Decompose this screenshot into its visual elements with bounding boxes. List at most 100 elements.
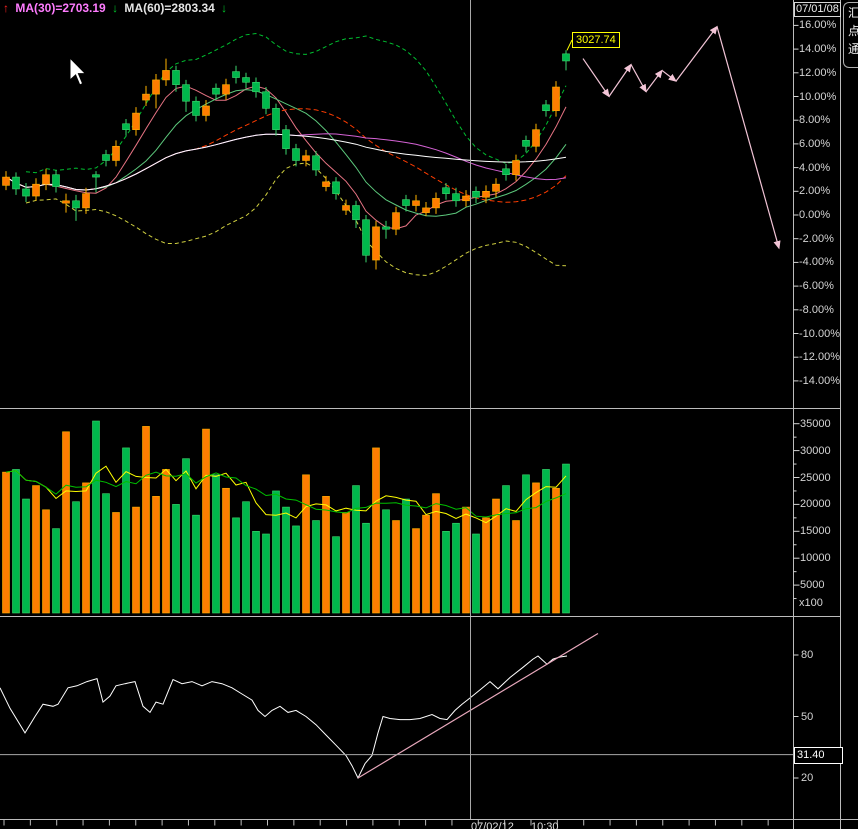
volume-bar [502, 485, 510, 614]
candle-body [242, 77, 250, 83]
trend-annotation-arrow [630, 64, 647, 93]
bollinger-lower-line [25, 162, 567, 276]
candle-body [52, 174, 60, 187]
volume-bar [412, 528, 420, 614]
candle-body [92, 174, 100, 178]
candle-body [352, 205, 360, 221]
volume-bar [112, 512, 120, 614]
percent-axis-label: -6.00% [799, 280, 834, 293]
candle-body [62, 200, 70, 204]
percent-axis-label: -10.00% [799, 327, 840, 340]
percent-axis-label: -2.00% [799, 232, 834, 245]
trend-annotation-arrow [582, 58, 610, 98]
volume-axis-label: 25000 [800, 471, 831, 484]
candle-body [212, 87, 220, 95]
side-tab-char: 点 [848, 24, 858, 38]
volume-ma-line [5, 470, 567, 518]
volume-bar [272, 490, 280, 614]
volume-bar [492, 498, 500, 614]
mouse-cursor [69, 56, 87, 86]
volume-bar [372, 447, 380, 614]
candle-body [512, 160, 520, 176]
volume-bar [532, 482, 540, 614]
volume-bar [352, 485, 360, 614]
candle-body [252, 81, 260, 93]
candle-body [152, 79, 160, 95]
volume-axis-label: 5000 [800, 579, 825, 592]
oscillator-line [0, 655, 568, 780]
candle-body [552, 86, 560, 112]
candle-body [472, 191, 480, 198]
candle-body [282, 129, 290, 149]
ma20-line [5, 108, 567, 203]
volume-bar [2, 471, 10, 614]
percent-axis-label: -14.00% [799, 374, 840, 387]
volume-bar [122, 447, 130, 614]
ma-legend: ↑ MA(30)=2703.19 ↓ MA(60)=2803.34 ↓ [3, 1, 230, 15]
volume-axis-label: 20000 [800, 498, 831, 511]
candle-body [82, 193, 90, 209]
volume-bar [162, 469, 170, 614]
candle-body [32, 183, 40, 197]
date-label-box: 07/01/08 [794, 2, 841, 17]
candle-body [222, 84, 230, 95]
volume-bar [552, 487, 560, 614]
crosshair-value-box: 31.40 [794, 747, 843, 764]
ma30-legend-label: MA(30)=2703.19 [15, 1, 106, 15]
candle-body [432, 198, 440, 209]
trend-annotation-arrow [716, 26, 781, 250]
candle-body [362, 219, 370, 256]
percent-axis-label: 12.00% [799, 66, 837, 79]
volume-bar [282, 506, 290, 614]
volume-bar [32, 485, 40, 614]
volume-bar [12, 469, 20, 614]
candle-body [412, 200, 420, 206]
oscillator-trendline [357, 632, 599, 779]
last-price-callout: 3027.74 [572, 32, 620, 48]
percent-axis-label: -8.00% [799, 303, 834, 316]
volume-axis-label: 10000 [800, 552, 831, 565]
time-axis-time-label: 10:30 [531, 821, 559, 829]
candle-body [292, 148, 300, 161]
volume-bar [102, 493, 110, 614]
callout-connector [566, 39, 573, 51]
candle-body [532, 129, 540, 147]
volume-bar [62, 431, 70, 614]
volume-bar [452, 522, 460, 614]
side-panel-tab[interactable]: 汇 点 通 [843, 2, 858, 68]
candle-body [502, 168, 510, 176]
volume-bar [92, 420, 100, 614]
candle-body [202, 105, 210, 116]
volume-bar [222, 487, 230, 614]
volume-bar [172, 504, 180, 614]
candle-body [72, 200, 80, 209]
volume-bar [362, 522, 370, 614]
candle-body [262, 91, 270, 109]
volume-bar [422, 514, 430, 614]
volume-bar [402, 498, 410, 614]
candle-body [342, 205, 350, 211]
volume-bar [72, 501, 80, 614]
trend-annotation-arrow [608, 63, 632, 97]
volume-bar [542, 469, 550, 614]
candle-body [102, 154, 110, 161]
candle-body [382, 226, 390, 230]
volume-bar [82, 482, 90, 614]
candle-body [42, 174, 50, 185]
volume-bar [42, 509, 50, 614]
volume-bar [152, 496, 160, 614]
volume-bar [202, 428, 210, 614]
volume-unit-label: x100 [799, 597, 823, 609]
volume-bar [432, 493, 440, 614]
volume-axis-label: 35000 [800, 417, 831, 430]
candle-body [462, 195, 470, 202]
candle-body [422, 207, 430, 213]
percent-axis-label: 0.00% [799, 209, 831, 221]
down-arrow-icon: ↓ [221, 1, 228, 15]
percent-axis-label: 4.00% [799, 161, 831, 174]
volume-bar [342, 512, 350, 614]
volume-bar [472, 533, 480, 614]
candle-body [372, 226, 380, 261]
